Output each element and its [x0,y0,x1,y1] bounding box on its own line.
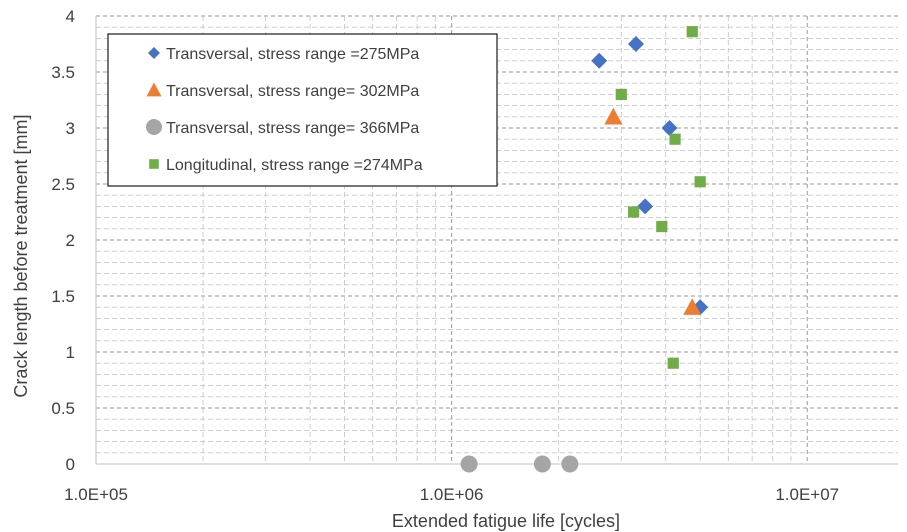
data-point-square [669,133,681,145]
legend-marker-circle [146,119,162,135]
data-point-circle [561,455,579,473]
y-tick-label: 3.5 [51,63,75,82]
data-points [460,26,709,473]
data-point-diamond [591,52,608,69]
legend-marker-triangle [146,82,162,97]
legend-box [107,33,498,187]
legend-label: Longitudinal, stress range =274MPa [166,157,423,174]
y-tick-label: 1.5 [51,287,75,306]
data-point-circle [533,455,551,473]
data-point-square [694,176,706,188]
y-tick-label: 1 [66,343,75,362]
data-point-triangle [604,107,623,125]
legend-label: Transversal, stress range= 366MPa [166,120,419,137]
data-point-circle [460,455,478,473]
data-point-diamond [628,36,645,52]
x-tick-label: 1.0E+06 [420,485,484,504]
y-tick-label: 3 [66,119,75,138]
y-tick-label: 2.5 [51,175,75,194]
tick-labels: 0 0.5 1 1.5 2 2.5 3 3.5 4 1.0E+05 1.0E+06 1.0E+07 [51,7,839,504]
data-point-diamond [637,198,654,215]
data-point-square [667,357,679,369]
data-point-square [628,206,640,218]
legend: Transversal, stress range =275MPa Transve… [107,33,498,187]
y-tick-label: 0.5 [51,399,75,418]
x-tick-label: 1.0E+07 [775,485,839,504]
x-tick-label: 1.0E+05 [64,485,128,504]
x-axis-title: Extended fatigue life [cycles] [392,511,620,531]
data-point-square [656,220,668,233]
y-axis-title: Crack length before treatment [mm] [11,114,31,397]
data-point-square [615,88,627,100]
legend-marker-square [149,159,159,169]
y-tick-label: 2 [66,231,75,250]
y-tick-label: 4 [66,7,75,26]
legend-label: Transversal, stress range= 302MPa [166,83,419,100]
axes [95,16,898,465]
legend-marker-diamond [148,47,160,59]
data-point-square [686,26,698,38]
legend-label: Transversal, stress range =275MPa [166,46,419,63]
data-point-diamond [661,120,678,136]
y-tick-label: 0 [66,455,75,474]
data-point-triangle [683,298,702,315]
